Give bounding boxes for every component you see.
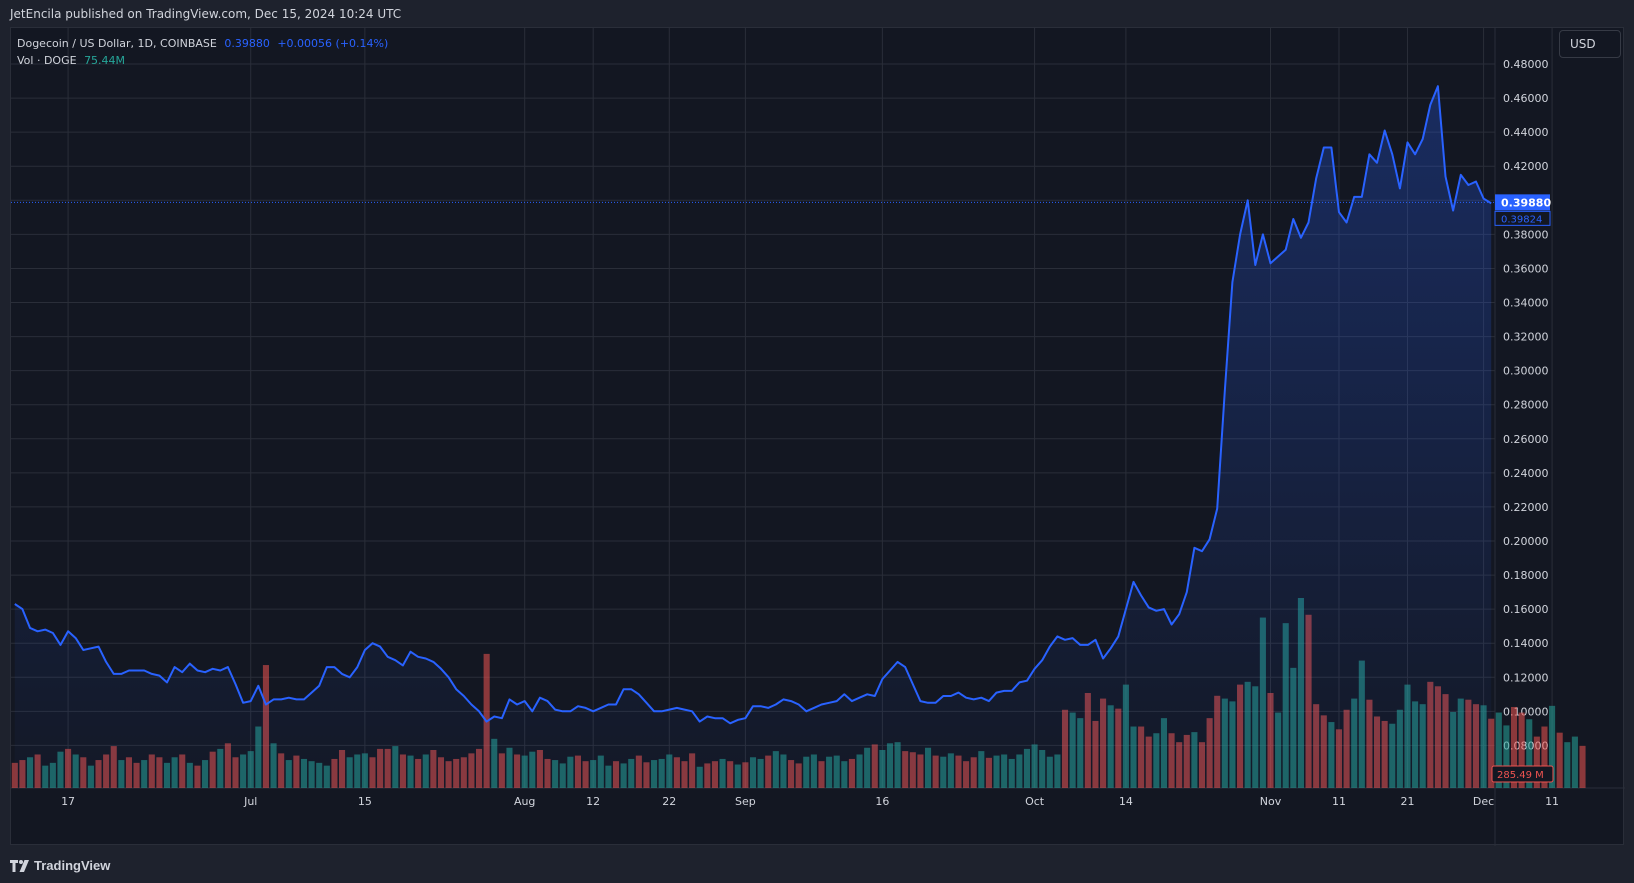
x-tick-label: 16	[875, 795, 889, 808]
y-tick-label: 0.12000	[1503, 671, 1549, 684]
y-tick-label: 0.28000	[1503, 399, 1549, 412]
volume-bar	[1549, 705, 1556, 788]
y-tick-label: 0.44000	[1503, 126, 1549, 139]
last-price-tag: 0.39880	[1501, 196, 1551, 209]
x-tick-label: 22	[662, 795, 676, 808]
top-bar: JetEncila published on TradingView.com, …	[0, 0, 1634, 28]
volume-bar	[1526, 719, 1533, 788]
currency-button[interactable]: USD	[1559, 30, 1621, 58]
legend-price-row: Dogecoin / US Dollar, 1D, COINBASE 0.398…	[17, 35, 388, 52]
x-tick-label: 15	[358, 795, 372, 808]
x-tick-label: 14	[1119, 795, 1133, 808]
y-tick-label: 0.36000	[1503, 262, 1549, 275]
volume-bar	[1564, 742, 1571, 788]
x-tick-label: 11	[1332, 795, 1346, 808]
y-tick-label: 0.10000	[1503, 705, 1549, 718]
prev-price-tag: 0.39824	[1501, 214, 1542, 225]
x-tick-label: Sep	[735, 795, 756, 808]
volume-bar	[1495, 712, 1502, 788]
x-tick-label: 21	[1400, 795, 1414, 808]
y-tick-label: 0.48000	[1503, 58, 1549, 71]
last-price-tag-bg	[1495, 194, 1550, 211]
prev-price-tag-bg	[1494, 210, 1551, 226]
volume-axis-tag-bg	[1491, 765, 1554, 783]
volume-bar	[1518, 712, 1525, 788]
x-axis: 17 Jul 15 Aug 12 22 Sep 16 Oct 14 Nov 11 21 Dec 11	[61, 795, 1559, 808]
x-tick-label: Oct	[1025, 795, 1045, 808]
volume-bar	[1503, 725, 1510, 788]
y-tick-label: 0.42000	[1503, 160, 1549, 173]
chart-legend: Dogecoin / US Dollar, 1D, COINBASE 0.398…	[17, 35, 388, 69]
y-tick-label: 0.14000	[1503, 637, 1549, 650]
volume-bar	[1579, 745, 1586, 788]
volume-bar	[1510, 706, 1518, 788]
volume-bar	[1541, 726, 1548, 788]
x-tick-label: Nov	[1260, 795, 1282, 808]
tradingview-logo[interactable]: TradingView	[10, 858, 110, 873]
volume-bar	[1533, 736, 1540, 788]
bottom-bar	[0, 845, 1634, 883]
y-tick-label: 0.20000	[1503, 535, 1549, 548]
legend-price: 0.39880	[224, 37, 270, 50]
y-tick-label: 0.18000	[1503, 569, 1549, 582]
y-tick-label: 0.16000	[1503, 603, 1549, 616]
legend-symbol[interactable]: Dogecoin / US Dollar, 1D, COINBASE	[17, 37, 217, 50]
volume-bar	[1556, 732, 1563, 788]
y-axis: 0.080000.100000.120000.140000.160000.180…	[1503, 58, 1549, 752]
x-tick-label: 11	[1545, 795, 1559, 808]
chart-panel[interactable]: 0.08000 0.10000 0.12000 0.14000 0.16000 0.180…	[10, 27, 1625, 846]
publisher-credit: JetEncila published on TradingView.com, …	[10, 7, 402, 21]
y-tick-label: 0.30000	[1503, 365, 1549, 378]
legend-volume-value: 75.44M	[84, 54, 126, 67]
y-tick-label: 0.22000	[1503, 501, 1549, 514]
volume-axis-tag: 285.49 M	[1497, 770, 1544, 781]
x-tick-label: Dec	[1473, 795, 1494, 808]
y-tick-label: 0.32000	[1503, 331, 1549, 344]
legend-change: +0.00056 (+0.14%)	[277, 37, 389, 50]
y-tick-label: 0.34000	[1503, 297, 1549, 310]
legend-volume-row: Vol · DOGE 75.44M	[17, 52, 388, 69]
y-tick-label: 0.26000	[1503, 433, 1549, 446]
chart-canvas[interactable]: 0.080000.100000.120000.140000.160000.180…	[11, 28, 1625, 846]
price-series-line	[14, 85, 1492, 725]
x-tick-label: 12	[586, 795, 600, 808]
price-area-fill	[14, 86, 1492, 788]
legend-volume-label[interactable]: Vol · DOGE	[17, 54, 77, 67]
y-tick-label: 0.24000	[1503, 467, 1549, 480]
x-tick-label: 17	[61, 795, 75, 808]
y-tick-label: 0.38000	[1503, 228, 1549, 241]
y-tick-label: 0.46000	[1503, 92, 1549, 105]
x-tick-label: Aug	[514, 795, 535, 808]
x-tick-label: Jul	[243, 795, 257, 808]
tradingview-logo-text: TradingView	[34, 858, 111, 873]
tradingview-logo-icon	[10, 859, 29, 872]
volume-bar	[1571, 736, 1578, 788]
